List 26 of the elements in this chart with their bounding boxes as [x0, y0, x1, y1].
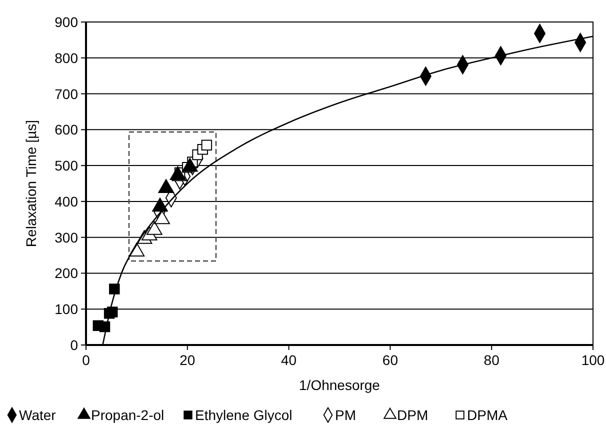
- legend-label: Propan-2-ol: [91, 407, 164, 423]
- y-tick-label: 200: [54, 265, 78, 282]
- legend-label: Ethylene Glycol: [195, 407, 292, 423]
- y-tick-label: 300: [54, 229, 78, 246]
- legend-label: DPMA: [467, 407, 508, 423]
- x-tick-label: 20: [180, 352, 196, 368]
- y-tick-label: 800: [54, 50, 78, 66]
- x-tick-label: 100: [581, 352, 605, 368]
- y-tick-label: 400: [54, 193, 78, 210]
- x-axis-title: 1/Ohnesorge: [299, 377, 380, 393]
- y-tick-label: 100: [54, 301, 78, 318]
- legend-label: DPM: [397, 407, 428, 423]
- legend-label: PM: [335, 407, 356, 423]
- point: [109, 284, 120, 294]
- x-tick-label: 80: [484, 352, 500, 368]
- y-tick-label: 500: [54, 158, 78, 174]
- legend-label: Water: [19, 407, 56, 423]
- y-tick-label: 0: [70, 337, 78, 353]
- y-axis-title: Relaxation Time [µs]: [23, 120, 39, 248]
- x-tick-label: 60: [382, 352, 398, 368]
- x-tick-label: 40: [281, 352, 297, 368]
- x-tick-label: 0: [82, 352, 90, 368]
- y-tick-label: 900: [54, 14, 78, 30]
- y-tick-label: 600: [54, 122, 78, 138]
- y-tick-label: 700: [54, 86, 78, 102]
- point: [201, 140, 212, 150]
